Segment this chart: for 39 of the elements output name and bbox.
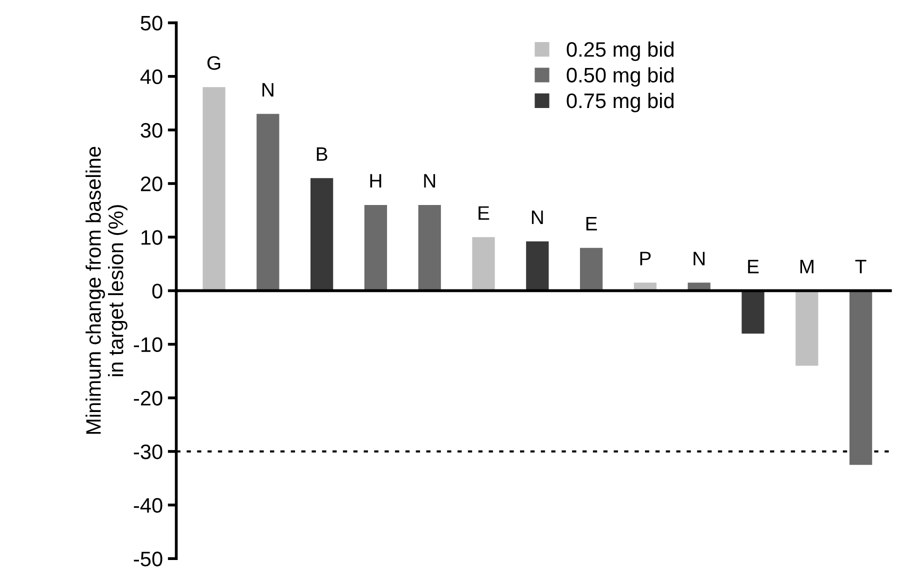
bar [310,178,334,291]
x-tick-label: N [424,174,436,188]
bar [256,114,280,291]
x-tick-label: T [855,260,866,274]
x-tick-label: N [532,210,543,224]
bar [580,248,603,291]
y-tick-label: 30 [140,122,162,138]
y-tick-label: 0 [152,284,162,298]
y-tick-label: -30 [134,444,162,460]
x-tick-label: H [370,174,382,188]
legend-label: 0.50 mg bid [566,67,674,87]
bar [849,290,872,465]
y-tick-label: 10 [142,230,162,245]
x-tick-label: M [800,260,814,274]
x-tick-label: N [262,83,274,96]
x-tick-label: P [640,252,651,266]
y-axis-title: Minimum change from baseline in target lesion (%) [86,146,128,434]
bar [796,290,818,366]
bar [526,241,549,291]
y-tick-label: -40 [134,498,162,513]
x-tick-label: E [478,206,490,220]
y-tick-label: 20 [140,176,162,192]
bar [418,204,441,291]
y-tick-label: -10 [134,337,162,352]
y-tick-label: 40 [140,69,162,84]
y-tick-label: -20 [134,390,162,406]
x-tick-label: E [586,217,597,230]
legend-label: 0.25 mg bid [566,42,674,61]
bar [202,87,226,291]
bar [364,204,388,291]
x-tick-label: N [694,252,705,266]
y-tick-label: 50 [140,16,162,31]
x-tick-label: B [316,147,328,161]
x-tick-label: G [207,56,220,70]
x-tick-label: E [748,260,759,274]
bar [472,237,495,291]
y-tick-label: -50 [134,552,162,566]
legend-label: 0.75 mg bid [566,92,674,112]
bar [742,290,764,334]
